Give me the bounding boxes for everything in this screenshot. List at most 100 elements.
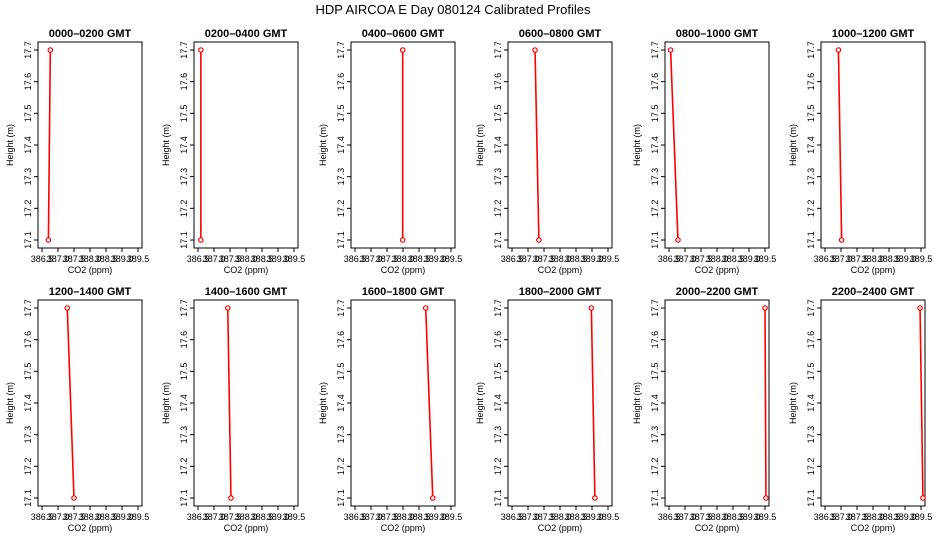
- y-tick-label: 17.6: [650, 331, 660, 349]
- x-tick-label: 386.5: [187, 254, 210, 264]
- y-tick-label: 17.2: [806, 458, 816, 476]
- y-tick-label: 17.3: [179, 426, 189, 444]
- x-tick-label: 389.5: [910, 512, 933, 522]
- x-tick-label: 387.0: [674, 512, 697, 522]
- x-tick-label: 388.5: [408, 512, 431, 522]
- data-point: [47, 47, 54, 53]
- y-tick-label: 17.6: [650, 73, 660, 91]
- chart-panel: 1800–2000 GMT386.5387.0387.5388.0388.538…: [475, 286, 619, 533]
- data-point: [224, 305, 231, 311]
- y-tick-label: 17.2: [493, 458, 503, 476]
- x-tick-label: 388.0: [235, 254, 258, 264]
- y-tick-label: 17.1: [336, 489, 346, 507]
- x-tick-label: 386.5: [501, 254, 524, 264]
- y-tick-label: 17.5: [23, 363, 33, 381]
- data-point: [228, 495, 234, 501]
- x-tick-label: 387.0: [360, 512, 383, 522]
- x-tick-label: 388.0: [706, 254, 729, 264]
- chart-panel: 0600–0800 GMT386.5387.0387.5388.0388.538…: [475, 28, 619, 275]
- x-tick-label: 389.5: [283, 254, 306, 264]
- chart-panel: 0200–0400 GMT386.5387.0387.5388.0388.538…: [161, 28, 305, 275]
- x-tick-label: 389.5: [283, 512, 306, 522]
- y-tick-label: 17.6: [23, 73, 33, 91]
- x-tick-label: 388.5: [878, 254, 901, 264]
- x-tick-label: 388.0: [79, 254, 102, 264]
- y-tick-label: 17.7: [23, 299, 33, 317]
- panel-title: 2000–2200 GMT: [676, 286, 759, 298]
- x-tick-label: 387.5: [690, 254, 713, 264]
- y-tick-label: 17.1: [650, 489, 660, 507]
- panel-title: 0600–0800 GMT: [519, 28, 602, 40]
- x-tick-label: 387.0: [674, 254, 697, 264]
- plot-frame: [193, 299, 299, 507]
- x-tick-label: 387.5: [846, 512, 869, 522]
- y-axis-label: Height (m): [788, 382, 798, 424]
- panel-title: 1600–1800 GMT: [362, 286, 445, 298]
- x-axis-label: CO2 (ppm): [538, 523, 583, 533]
- x-tick-label: 389.5: [754, 512, 777, 522]
- x-axis-label: CO2 (ppm): [224, 523, 269, 533]
- y-axis-label: Height (m): [632, 382, 642, 424]
- x-tick-label: 387.5: [219, 512, 242, 522]
- panel-title: 2200–2400 GMT: [832, 286, 915, 298]
- panel-grid: 0000–0200 GMT386.5387.0387.5388.0388.538…: [5, 28, 932, 533]
- x-tick-label: 387.5: [63, 512, 86, 522]
- x-tick-label: 388.0: [235, 512, 258, 522]
- y-tick-label: 17.2: [23, 458, 33, 476]
- chart-panel: 0400–0600 GMT 386.5387.0387.5388.0388.538…: [318, 28, 462, 275]
- x-tick-label: 388.0: [862, 512, 885, 522]
- x-tick-label: 386.5: [31, 512, 54, 522]
- x-tick-label: 387.5: [846, 254, 869, 264]
- y-tick-label: 17.6: [493, 73, 503, 91]
- x-tick-label: 389.5: [127, 512, 150, 522]
- y-axis: 17.1 17.2 17.3 17.4 17.5 17.6 17.7 Height (m): [475, 299, 508, 507]
- y-axis: 17.1 17.2 17.3 17.4 17.5 17.6 17.7 Height (m): [632, 41, 665, 249]
- plot-frame: [193, 41, 299, 249]
- y-axis-label: Height (m): [318, 124, 328, 166]
- x-axis-label: CO2 (ppm): [68, 265, 113, 275]
- x-tick-label: 389.0: [581, 254, 604, 264]
- profile-line: [669, 49, 679, 241]
- x-tick-label: 388.5: [251, 512, 274, 522]
- x-tick-label: 389.5: [597, 254, 620, 264]
- x-tick-label: 388.5: [95, 254, 118, 264]
- data-point: [532, 47, 538, 53]
- y-tick-label: 17.7: [493, 41, 503, 59]
- chart-panel: 1200–1400 GMT386.5387.0387.5388.0388.538…: [5, 286, 149, 533]
- plot-frame: [507, 299, 613, 507]
- plot-frame: [820, 41, 926, 249]
- y-tick-label: 17.7: [806, 299, 816, 317]
- x-tick-label: 388.5: [565, 254, 588, 264]
- y-tick-label: 17.5: [179, 105, 189, 123]
- x-tick-label: 388.5: [565, 512, 588, 522]
- y-tick-label: 17.3: [806, 426, 816, 444]
- y-tick-label: 17.3: [806, 168, 816, 186]
- y-tick-label: 17.2: [650, 458, 660, 476]
- x-tick-label: 386.5: [31, 254, 54, 264]
- y-tick-label: 17.5: [23, 105, 33, 123]
- data-point: [667, 47, 674, 53]
- y-tick-label: 17.6: [493, 331, 503, 349]
- plot-frame: [507, 41, 613, 249]
- x-tick-label: 387.5: [376, 254, 399, 264]
- y-tick-label: 17.4: [806, 136, 816, 154]
- chart-panel: 0000–0200 GMT386.5387.0387.5388.0388.538…: [5, 28, 149, 275]
- x-axis-label: CO2 (ppm): [68, 523, 113, 533]
- y-tick-label: 17.6: [179, 73, 189, 91]
- data-point: [835, 47, 842, 53]
- plot-frame: [37, 41, 143, 249]
- data-point: [399, 237, 406, 243]
- x-tick-label: 389.0: [894, 254, 917, 264]
- x-tick-label: 387.5: [376, 512, 399, 522]
- x-tick-label: 388.0: [549, 254, 572, 264]
- x-tick-label: 388.0: [79, 512, 102, 522]
- x-tick-label: 389.5: [597, 512, 620, 522]
- y-tick-label: 17.1: [650, 231, 660, 249]
- panel-title: 0400–0600 GMT: [362, 28, 445, 40]
- y-tick-label: 17.5: [493, 105, 503, 123]
- y-tick-label: 17.1: [493, 231, 503, 249]
